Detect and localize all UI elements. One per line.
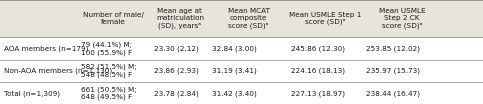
Text: 238.44 (16.47): 238.44 (16.47) [366,90,420,97]
Text: 31.19 (3.41): 31.19 (3.41) [212,68,256,74]
Text: 23.78 (2.84): 23.78 (2.84) [154,90,199,97]
Text: 661 (50.5%) M;
648 (49.5%) F: 661 (50.5%) M; 648 (49.5%) F [81,86,137,100]
Text: 23.86 (2.93): 23.86 (2.93) [154,68,199,74]
Text: 227.13 (18.97): 227.13 (18.97) [291,90,345,97]
Text: 79 (44.1%) M;
100 (55.9%) F: 79 (44.1%) M; 100 (55.9%) F [81,42,132,56]
Text: 582 (51.5%) M;
548 (48.5%) F: 582 (51.5%) M; 548 (48.5%) F [81,64,137,78]
Text: Mean age at
matriculation
(SD), yearsᵃ: Mean age at matriculation (SD), yearsᵃ [156,8,204,29]
Text: 23.30 (2.12): 23.30 (2.12) [154,45,199,52]
Text: 245.86 (12.30): 245.86 (12.30) [291,45,345,52]
Text: 235.97 (15.73): 235.97 (15.73) [366,68,420,74]
Text: 253.85 (12.02): 253.85 (12.02) [366,45,420,52]
Text: Total (n=1,309): Total (n=1,309) [4,90,60,97]
Text: 32.84 (3.00): 32.84 (3.00) [212,45,256,52]
Text: 224.16 (18.13): 224.16 (18.13) [291,68,345,74]
Text: AOA members (n=179): AOA members (n=179) [4,45,88,52]
Text: Number of male/
female: Number of male/ female [83,12,144,25]
Text: Non-AOA members (n=1,130): Non-AOA members (n=1,130) [4,68,112,74]
Text: 31.42 (3.40): 31.42 (3.40) [212,90,256,97]
Text: Mean MCAT
composite
score (SD)ᵃ: Mean MCAT composite score (SD)ᵃ [228,8,270,29]
Bar [0,0,483,37]
Text: Mean USMLE
Step 2 CK
score (SD)ᵃ: Mean USMLE Step 2 CK score (SD)ᵃ [379,8,426,29]
Text: Mean USMLE Step 1
score (SD)ᵃ: Mean USMLE Step 1 score (SD)ᵃ [289,12,361,25]
